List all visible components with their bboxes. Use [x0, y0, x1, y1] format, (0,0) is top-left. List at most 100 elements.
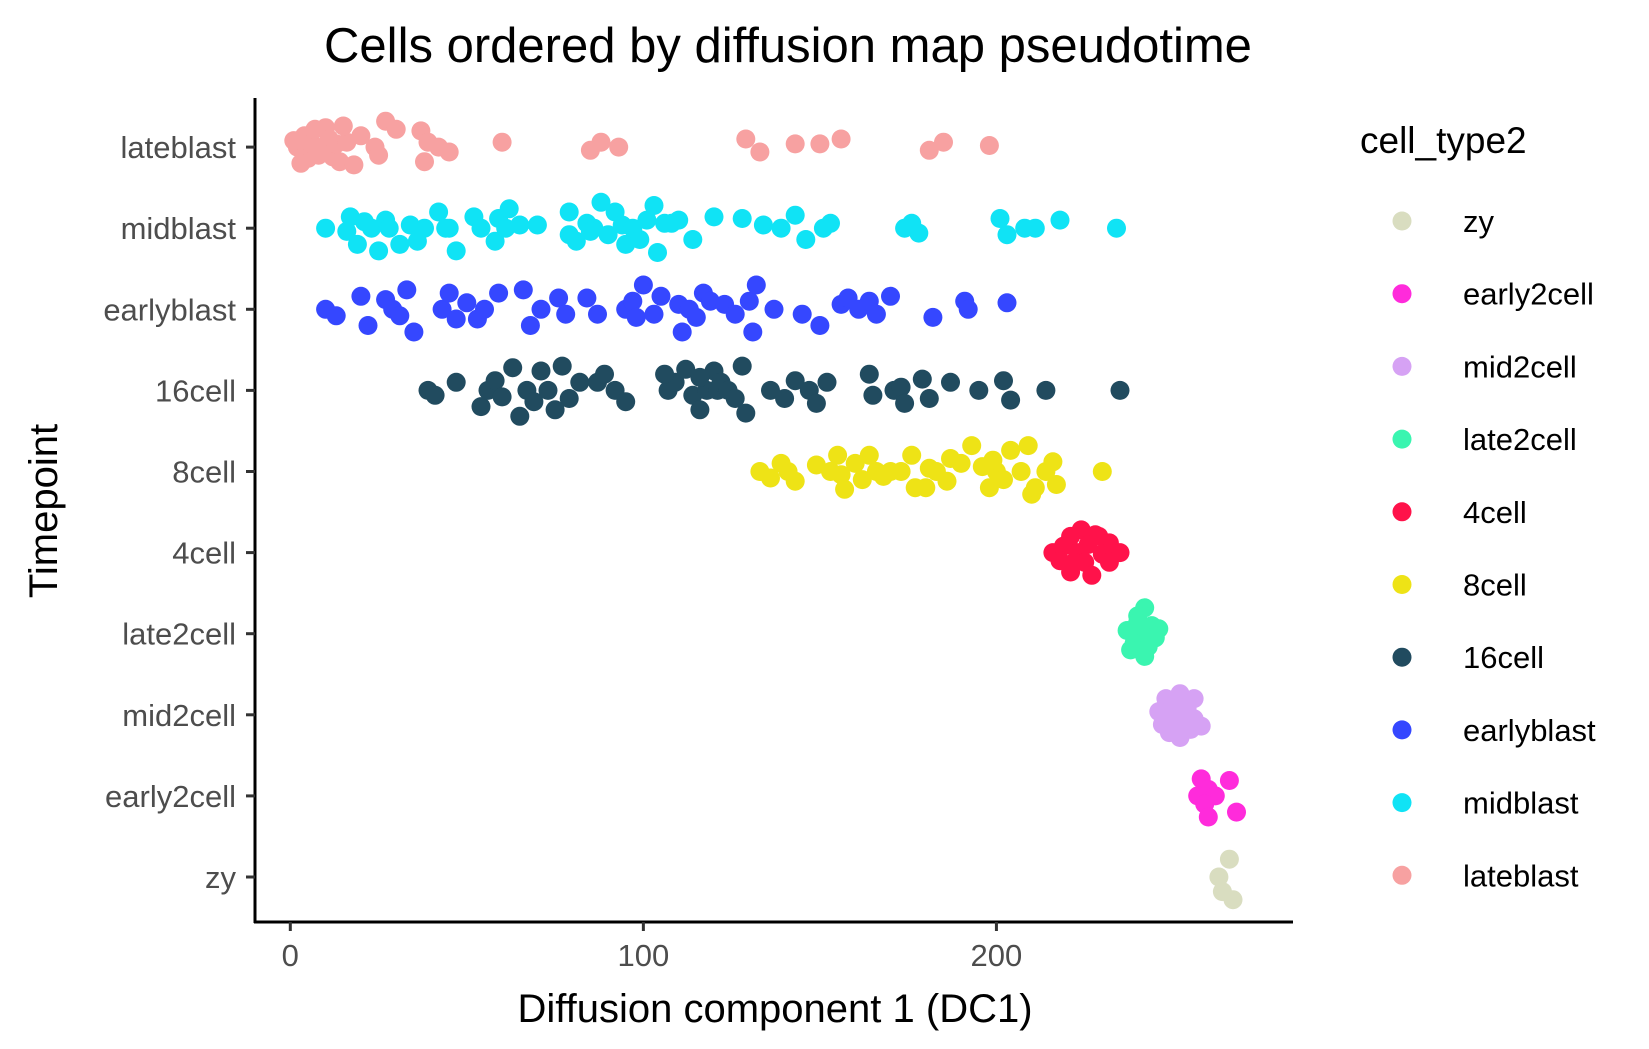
- y-tick-label: mid2cell: [122, 698, 236, 733]
- data-point: [616, 392, 636, 412]
- data-point: [1099, 552, 1119, 572]
- data-point: [637, 210, 657, 230]
- data-point: [1050, 210, 1070, 230]
- data-point: [817, 372, 837, 392]
- data-point: [326, 306, 346, 326]
- data-point: [761, 380, 780, 400]
- y-tick-label: 4cell: [172, 536, 236, 571]
- data-point: [390, 306, 410, 326]
- data-point: [527, 215, 547, 235]
- data-point: [520, 316, 540, 335]
- data-point: [997, 225, 1017, 245]
- legend-label: late2cell: [1463, 422, 1577, 457]
- data-point: [962, 436, 982, 456]
- data-point: [919, 389, 939, 408]
- data-point: [873, 466, 893, 486]
- data-point: [415, 152, 434, 172]
- data-point: [588, 304, 607, 324]
- data-point: [916, 478, 936, 498]
- data-point: [912, 369, 932, 389]
- data-point: [1149, 619, 1169, 639]
- data-point: [941, 372, 960, 392]
- data-point: [806, 393, 826, 413]
- legend-item: 8cell: [1392, 568, 1527, 603]
- y-tick-label: late2cell: [122, 617, 236, 652]
- legend-key: [1392, 865, 1412, 885]
- data-point: [485, 371, 505, 391]
- legend-item: zy: [1392, 204, 1495, 239]
- data-point: [531, 299, 551, 319]
- data-point: [446, 309, 466, 329]
- data-point: [997, 293, 1017, 313]
- data-point: [1191, 716, 1211, 736]
- data-point: [609, 137, 629, 157]
- data-point: [446, 241, 466, 261]
- series-mid2cell: [1149, 684, 1211, 747]
- data-point: [750, 142, 770, 162]
- data-point: [644, 304, 664, 324]
- data-point: [895, 393, 915, 413]
- data-point: [545, 400, 565, 420]
- data-point: [686, 307, 706, 327]
- data-point: [316, 218, 336, 238]
- data-point: [556, 304, 576, 324]
- data-point: [429, 202, 449, 222]
- data-point: [1121, 640, 1141, 660]
- y-tick-label: midblast: [121, 211, 237, 246]
- data-point: [630, 230, 650, 249]
- data-point: [828, 445, 848, 465]
- data-point: [446, 372, 466, 392]
- data-point: [810, 316, 830, 335]
- data-point: [845, 453, 865, 473]
- data-point: [821, 213, 840, 233]
- data-point: [1025, 218, 1045, 238]
- data-point: [644, 196, 664, 215]
- legend-label: mid2cell: [1463, 349, 1577, 384]
- data-point: [891, 462, 911, 481]
- data-point: [626, 307, 646, 327]
- data-point: [475, 299, 494, 319]
- series-midblast: [316, 192, 1126, 262]
- data-point: [623, 291, 643, 311]
- data-point: [994, 371, 1013, 391]
- x-tick-label: 0: [282, 938, 299, 973]
- data-point: [761, 468, 780, 488]
- legend-label: 4cell: [1463, 495, 1527, 530]
- data-point: [1198, 807, 1218, 827]
- data-point: [531, 361, 551, 381]
- data-point: [549, 288, 569, 308]
- legend-item: 16cell: [1392, 640, 1544, 675]
- data-point: [538, 380, 558, 400]
- legend-key: [1392, 356, 1412, 376]
- data-point: [785, 205, 805, 225]
- data-point: [510, 215, 530, 235]
- data-point: [1046, 475, 1066, 494]
- data-point: [732, 356, 752, 376]
- series-late2cell: [1117, 598, 1169, 666]
- data-point: [552, 356, 572, 376]
- data-point: [1092, 462, 1112, 481]
- data-point: [337, 221, 357, 241]
- data-point: [330, 152, 350, 172]
- legend-key: [1392, 502, 1412, 522]
- y-tick-label: early2cell: [105, 779, 236, 814]
- data-point: [591, 132, 611, 152]
- legend-label: lateblast: [1463, 858, 1579, 893]
- data-point: [902, 445, 922, 465]
- data-point: [676, 359, 696, 379]
- data-point: [958, 299, 978, 319]
- data-point: [859, 364, 879, 384]
- data-point: [746, 275, 766, 295]
- legend-key: [1392, 647, 1412, 667]
- y-tick-label: 16cell: [155, 373, 236, 408]
- data-point: [835, 479, 855, 499]
- data-point: [1135, 646, 1155, 666]
- data-point: [785, 371, 805, 391]
- legend-item: 4cell: [1392, 495, 1527, 530]
- y-tick-label: lateblast: [121, 130, 237, 165]
- data-point: [1036, 380, 1056, 400]
- plot-points: [284, 111, 1246, 910]
- legend-label: 16cell: [1463, 640, 1544, 675]
- data-point: [559, 389, 579, 408]
